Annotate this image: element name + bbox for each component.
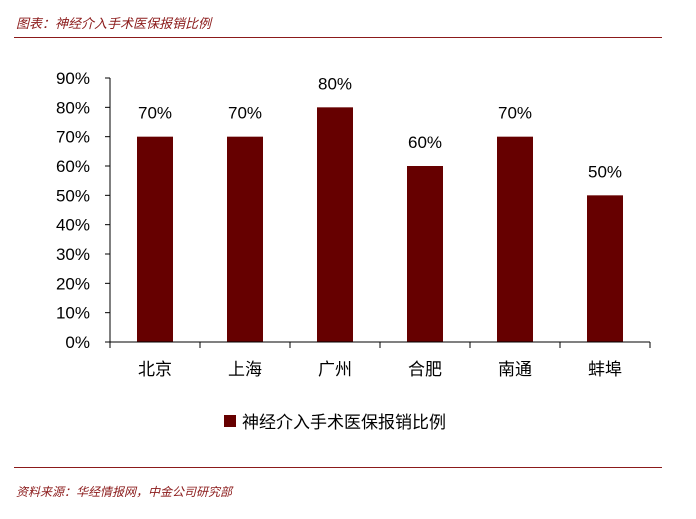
data-label: 80% bbox=[318, 74, 352, 93]
data-label: 70% bbox=[138, 104, 172, 123]
y-tick-label: 30% bbox=[56, 245, 90, 264]
source-note: 资料来源：华经情报网，中金公司研究部 bbox=[16, 485, 233, 499]
x-tick-label: 南通 bbox=[498, 360, 532, 380]
x-tick-label: 上海 bbox=[228, 360, 262, 380]
y-tick-label: 50% bbox=[56, 186, 90, 205]
x-tick-label: 蚌埠 bbox=[588, 360, 622, 380]
bar bbox=[587, 195, 623, 342]
y-tick-label: 70% bbox=[56, 128, 90, 147]
data-label: 60% bbox=[408, 133, 442, 152]
legend-label: 神经介入手术医保报销比例 bbox=[242, 413, 446, 433]
bar bbox=[497, 136, 533, 342]
y-tick-label: 80% bbox=[56, 98, 90, 117]
bar bbox=[227, 136, 263, 342]
data-label: 50% bbox=[588, 162, 622, 181]
y-tick-label: 40% bbox=[56, 216, 90, 235]
y-axis-ticks: 0% 10% 20% 30% 40% 50% 60% 70% 80% 90% bbox=[56, 69, 90, 352]
chart-figure-title: 图表：神经介入手术医保报销比例 bbox=[16, 17, 212, 32]
bars bbox=[137, 107, 623, 342]
x-tick-label: 北京 bbox=[138, 360, 172, 380]
y-tick-label: 90% bbox=[56, 69, 90, 88]
bar bbox=[137, 136, 173, 342]
y-tick-label: 20% bbox=[56, 274, 90, 293]
data-labels: 70% 70% 80% 60% 70% 50% bbox=[138, 74, 622, 181]
axes bbox=[105, 77, 651, 348]
x-tick-label: 广州 bbox=[318, 360, 352, 380]
bar bbox=[407, 166, 443, 342]
data-label: 70% bbox=[498, 104, 532, 123]
legend: 神经介入手术医保报销比例 bbox=[224, 408, 446, 433]
data-label: 70% bbox=[228, 104, 262, 123]
bar bbox=[317, 107, 353, 342]
bottom-divider bbox=[14, 467, 662, 468]
y-tick-label: 0% bbox=[65, 333, 90, 352]
y-tick-label: 10% bbox=[56, 304, 90, 323]
x-axis-labels: 北京 上海 广州 合肥 南通 蚌埠 bbox=[138, 360, 622, 380]
top-divider bbox=[14, 37, 662, 38]
x-tick-label: 合肥 bbox=[408, 360, 442, 380]
legend-swatch bbox=[224, 414, 236, 427]
y-tick-label: 60% bbox=[56, 157, 90, 176]
